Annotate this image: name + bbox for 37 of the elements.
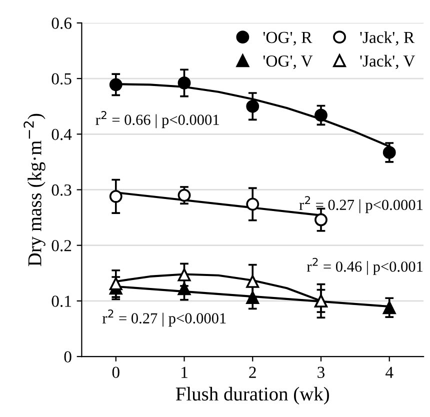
point xyxy=(246,100,260,113)
legend-label: 'OG', R xyxy=(263,32,312,46)
y-tick-label: 0.1 xyxy=(52,296,71,307)
x-tick-label: 2 xyxy=(249,366,256,378)
point xyxy=(246,275,260,288)
y-tick-label: 0.5 xyxy=(52,73,72,85)
x-tick-label: 3 xyxy=(318,366,325,378)
x-tick-label: 0 xyxy=(112,366,120,378)
point xyxy=(178,268,191,282)
point xyxy=(109,78,122,92)
y-tick-label: 0.2 xyxy=(52,240,72,252)
point xyxy=(246,198,260,211)
annotation: r$^{2}$ = 0.27 | p<0.0001 xyxy=(299,196,423,214)
y-axis-title: Dry mass (kg·m$^{−2}$) xyxy=(24,114,46,266)
legend-label: 'OG', V xyxy=(263,55,313,70)
annotation: r$^{2}$ = 0.46 | p<0.001 xyxy=(306,258,423,275)
point xyxy=(314,108,328,122)
y-tick-label: 0.3 xyxy=(52,184,72,196)
x-tick-label: 4 xyxy=(386,366,394,378)
legend-label: 'Jack', V xyxy=(360,54,416,70)
point xyxy=(109,277,122,290)
point xyxy=(178,282,191,296)
y-tick-label: 0 xyxy=(64,351,72,362)
point xyxy=(246,291,260,304)
annotation: r$^{2}$ = 0.27 | p<0.0001 xyxy=(102,310,226,327)
point xyxy=(109,190,122,203)
point xyxy=(178,76,191,90)
x-tick-label: 1 xyxy=(182,366,188,378)
y-tick-label: 0.6 xyxy=(52,18,72,29)
y-tick-label: 0.4 xyxy=(52,128,72,140)
point xyxy=(178,188,191,202)
point xyxy=(314,213,328,226)
legend-label: 'Jack', R xyxy=(360,31,415,46)
point xyxy=(382,301,396,314)
point xyxy=(382,146,396,159)
x-axis-title: Flush duration (wk) xyxy=(176,386,330,405)
annotation: r$^{2}$ = 0.66 | p<0.0001 xyxy=(96,111,219,128)
